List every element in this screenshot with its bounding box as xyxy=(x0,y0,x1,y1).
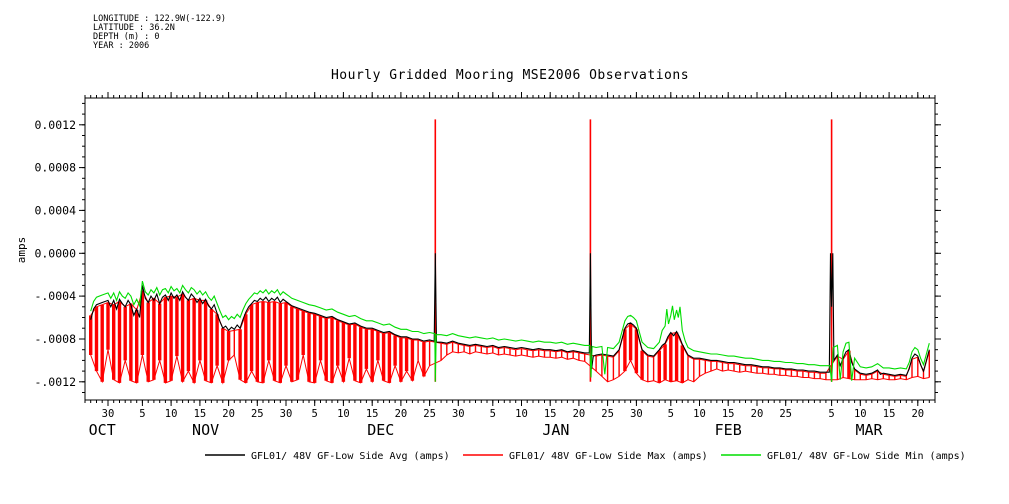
x-tick-label: 5 xyxy=(828,408,834,420)
min-line xyxy=(90,280,930,382)
meta-depth: DEPTH (m) : 0 xyxy=(93,32,160,42)
legend-item: GFL01/ 48V GF-Low Side Max (amps) xyxy=(463,451,708,462)
y-tick-label: -.0012 xyxy=(34,375,76,389)
x-tick-label: 5 xyxy=(139,408,145,420)
y-tick-label: 0.0012 xyxy=(34,118,76,132)
meta-longitude: LONGITUDE : 122.9W(-122.9) xyxy=(93,14,226,24)
x-tick-label: 30 xyxy=(630,408,643,420)
x-tick-label: 15 xyxy=(544,408,557,420)
x-tick-label: 15 xyxy=(722,408,735,420)
x-tick-label: 20 xyxy=(222,408,235,420)
month-label: FEB xyxy=(715,421,742,439)
x-tick-label: 10 xyxy=(854,408,867,420)
y-tick-label: 0.0000 xyxy=(34,246,76,260)
month-label: NOV xyxy=(192,421,219,439)
x-tick-label: 25 xyxy=(601,408,614,420)
y-axis-label: amps xyxy=(15,237,28,264)
x-tick-label: 30 xyxy=(452,408,465,420)
x-tick-label: 15 xyxy=(366,408,379,420)
max-envelope xyxy=(88,119,930,385)
x-tick-label: 15 xyxy=(883,408,896,420)
y-tick-label: 0.0008 xyxy=(34,161,76,175)
x-tick-label: 5 xyxy=(668,408,674,420)
legend-label: GFL01/ 48V GF-Low Side Avg (amps) xyxy=(251,451,450,462)
x-tick-label: 25 xyxy=(251,408,264,420)
series-lines xyxy=(88,119,930,385)
avg-line xyxy=(90,253,930,377)
x-tick-label: 5 xyxy=(490,408,496,420)
x-tick-label: 20 xyxy=(751,408,764,420)
legend: GFL01/ 48V GF-Low Side Avg (amps) GFL01/ … xyxy=(205,451,966,462)
x-tick-label: 20 xyxy=(395,408,408,420)
month-label: MAR xyxy=(855,421,883,439)
x-tick-label: 20 xyxy=(573,408,586,420)
month-label: DEC xyxy=(367,421,394,439)
legend-item: GFL01/ 48V GF-Low Side Min (amps) xyxy=(721,451,966,462)
x-tick-label: 25 xyxy=(423,408,436,420)
x-tick-label: 30 xyxy=(280,408,293,420)
x-tick-label: 15 xyxy=(194,408,207,420)
legend-label: GFL01/ 48V GF-Low Side Max (amps) xyxy=(509,451,708,462)
legend-item: GFL01/ 48V GF-Low Side Avg (amps) xyxy=(205,451,450,462)
axes-frame-and-ticks: 0.0012 0.0008 0.0004 0.0000 -.0004 -.0008 -.00… xyxy=(34,92,941,439)
x-tick-label: 25 xyxy=(779,408,792,420)
chart-title: Hourly Gridded Mooring MSE2006 Observati… xyxy=(331,68,689,83)
y-tick-label: 0.0004 xyxy=(34,203,76,217)
y-tick-label: -.0004 xyxy=(34,289,76,303)
x-tick-label: 5 xyxy=(312,408,318,420)
y-tick-label: -.0008 xyxy=(34,332,76,346)
x-tick-label: 30 xyxy=(102,408,115,420)
legend-label: GFL01/ 48V GF-Low Side Min (amps) xyxy=(767,451,966,462)
x-tick-label: 10 xyxy=(515,408,528,420)
x-tick-label: 10 xyxy=(693,408,706,420)
month-label: OCT xyxy=(89,421,116,439)
x-tick-label: 10 xyxy=(165,408,178,420)
x-tick-label: 20 xyxy=(911,408,924,420)
month-label: JAN xyxy=(542,421,569,439)
metadata-block: LONGITUDE : 122.9W(-122.9) LATITUDE : 36… xyxy=(93,14,226,51)
x-tick-label: 10 xyxy=(337,408,350,420)
meta-year: YEAR : 2006 xyxy=(93,41,149,51)
meta-latitude: LATITUDE : 36.2N xyxy=(93,23,175,33)
